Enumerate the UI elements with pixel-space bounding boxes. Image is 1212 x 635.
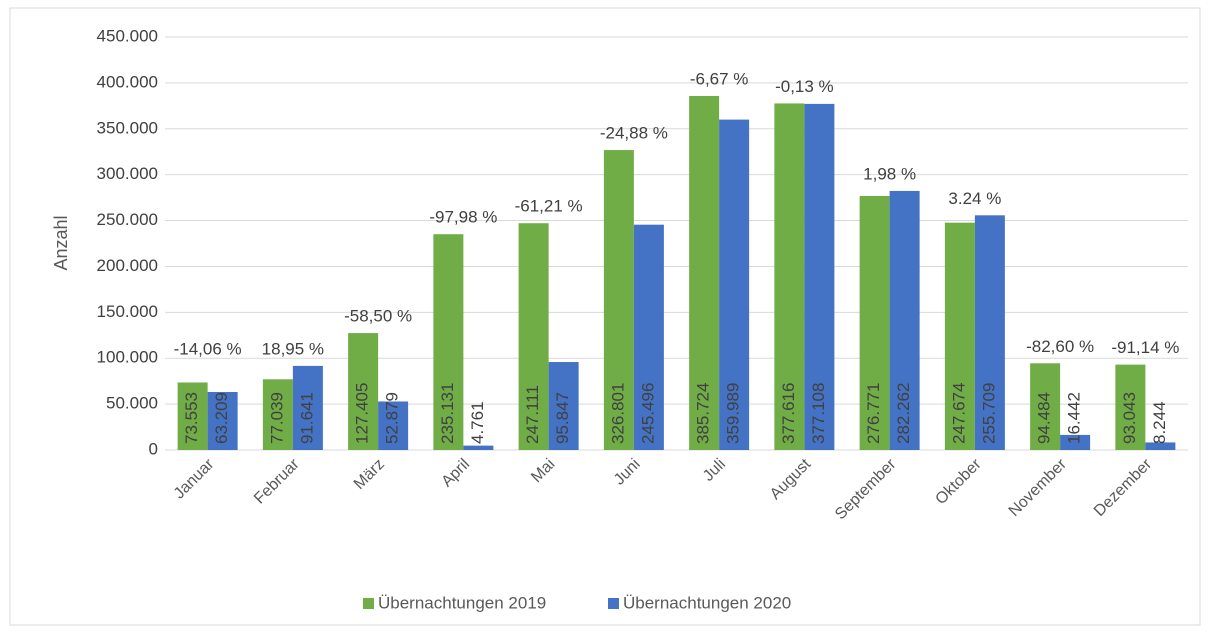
y-tick-label: 350.000 [97,118,158,137]
bar [1030,363,1061,450]
bar [463,445,494,450]
y-tick-label: 450.000 [97,26,158,45]
data-label: 127.405 [353,383,372,444]
data-label: 247.111 [523,385,542,444]
bar [1145,442,1176,450]
data-label: 282.262 [894,383,913,444]
data-label: 326.801 [608,383,627,444]
annotation: 1,98 % [863,164,916,183]
y-tick-label: 100.000 [97,348,158,367]
bar [1115,364,1146,450]
y-tick-label: 150.000 [97,302,158,321]
bar [719,119,750,450]
annotation: -24,88 % [600,124,668,143]
annotation: -97,98 % [429,208,497,227]
bar [689,95,720,450]
legend-swatch [608,598,619,609]
data-label: 385.724 [694,383,713,444]
data-label: 95.847 [553,392,572,444]
bar [548,362,579,450]
data-label: 377.108 [809,383,828,444]
data-label: 73.553 [182,392,201,444]
annotation: 18,95 % [262,339,324,358]
annotation: -6,67 % [690,69,749,88]
annotation: -0,13 % [775,77,834,96]
data-label: 52.879 [383,392,402,444]
y-tick-label: 250.000 [97,210,158,229]
data-label: 8.244 [1150,401,1169,444]
annotation: -91,14 % [1111,338,1179,357]
data-label: 94.484 [1035,392,1054,444]
y-tick-label: 400.000 [97,72,158,91]
data-label: 77.039 [267,392,286,444]
legend-swatch [363,598,374,609]
data-label: 63.209 [212,392,231,444]
data-label: 276.771 [864,383,883,444]
data-label: 245.496 [638,383,657,444]
bar [859,195,890,450]
bar [518,223,549,450]
legend-label: Übernachtungen 2019 [378,593,546,612]
data-label: 16.442 [1065,392,1084,444]
data-label: 91.641 [297,392,316,444]
annotation: -58,50 % [344,307,412,326]
bar [177,382,208,450]
data-label: 377.616 [779,383,798,444]
bar [348,333,379,450]
annotation: -14,06 % [174,339,242,358]
y-tick-label: 0 [149,439,158,458]
y-tick-label: 300.000 [97,164,158,183]
bar [889,190,920,450]
data-label: 255.709 [979,383,998,444]
legend-label: Übernachtungen 2020 [623,593,791,612]
bar [603,150,634,450]
bar [633,224,664,450]
bar [292,365,323,450]
bar [944,222,975,450]
y-axis-title: Anzahl [51,215,71,270]
bar [207,391,238,450]
annotation: -82,60 % [1026,337,1094,356]
bar [1060,434,1091,450]
data-label: 235.131 [438,383,457,444]
y-tick-label: 200.000 [97,256,158,275]
bar [804,103,835,451]
annotation: 3.24 % [948,189,1001,208]
annotation: -61,21 % [515,197,583,216]
data-label: 4.761 [468,401,487,444]
bar [378,401,409,450]
data-label: 359.989 [724,383,743,444]
bar [774,103,805,450]
bar [433,234,464,450]
data-label: 247.674 [949,383,968,444]
y-tick-label: 50.000 [106,394,158,413]
data-label: 93.043 [1120,392,1139,444]
bar [262,379,293,450]
bar [974,215,1005,450]
